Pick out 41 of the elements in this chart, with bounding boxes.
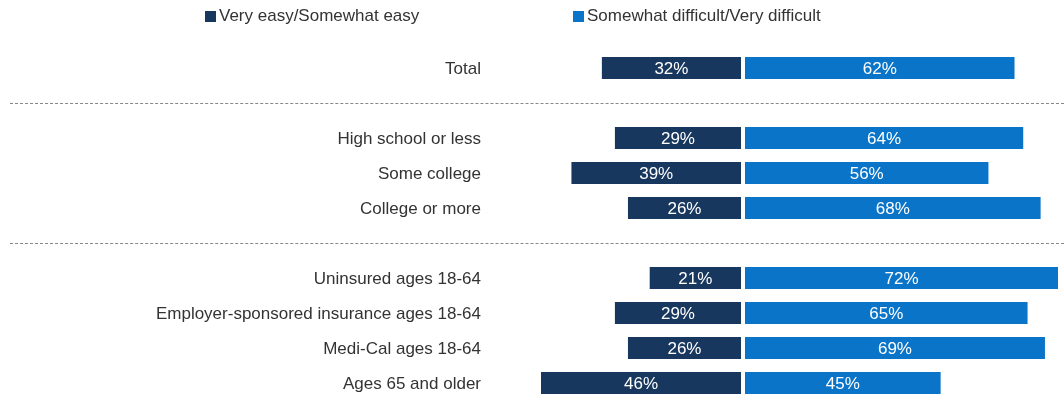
y-tick-label: Total: [445, 58, 481, 78]
data-label: 56%: [849, 163, 884, 183]
legend-label: Very easy/Somewhat easy: [219, 6, 420, 26]
bar: [601, 57, 741, 79]
data-label: 46%: [623, 373, 659, 393]
bar: [571, 162, 741, 184]
bar: [614, 302, 741, 324]
data-label: 29%: [660, 303, 695, 323]
legend-label: Somewhat difficult/Very difficult: [587, 6, 821, 26]
data-label: 26%: [667, 198, 702, 218]
bar: [541, 372, 741, 394]
data-label: 72%: [884, 268, 919, 288]
data-label: 26%: [667, 338, 702, 358]
y-tick-label: Medi-Cal ages 18-64: [323, 338, 481, 358]
data-label: 68%: [875, 198, 910, 218]
data-label: 64%: [867, 128, 902, 148]
bar: [745, 267, 1058, 289]
data-label: 69%: [877, 338, 912, 358]
y-tick-label: High school or less: [337, 128, 481, 148]
bar: [745, 302, 1028, 324]
bar: [745, 57, 1015, 79]
bar: [745, 162, 989, 184]
data-label: 32%: [654, 58, 689, 78]
bar: [745, 197, 1041, 219]
data-label: 21%: [678, 268, 713, 288]
y-tick-label: College or more: [360, 198, 481, 218]
data-label: 65%: [869, 303, 904, 323]
data-label: 62%: [862, 58, 897, 78]
y-tick-label: Ages 65 and older: [343, 373, 482, 393]
bar: [627, 197, 741, 219]
data-label: 39%: [639, 163, 674, 183]
bar: [745, 337, 1045, 359]
bar: [627, 337, 741, 359]
y-tick-label: Uninsured ages 18-64: [313, 268, 481, 288]
data-label: 45%: [825, 373, 860, 393]
bar: [745, 372, 941, 394]
y-tick-label: Employer-sponsored insurance ages 18-64: [155, 303, 481, 323]
bar: [745, 127, 1024, 149]
bar: [614, 127, 741, 149]
data-label: 29%: [660, 128, 695, 148]
y-tick-label: Some college: [377, 163, 481, 183]
